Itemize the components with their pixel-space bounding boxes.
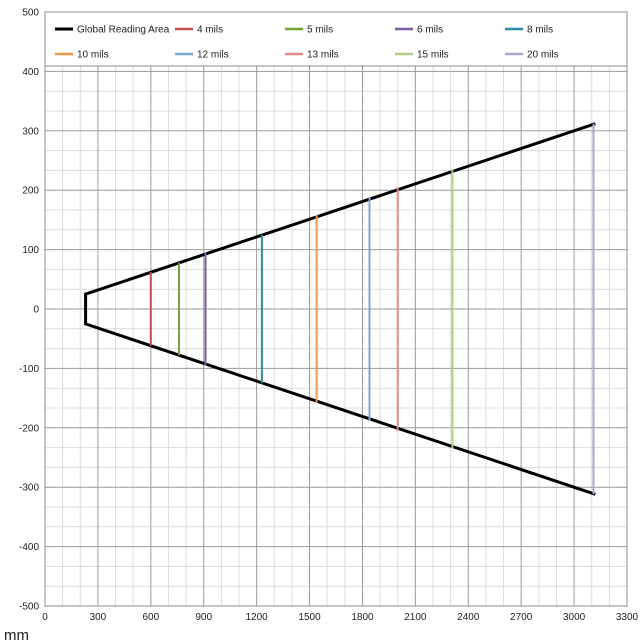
legend-label-13-mils: 13 mils [307, 50, 339, 61]
y-tick-label: 100 [22, 245, 39, 256]
legend-label-15-mils: 15 mils [417, 50, 449, 61]
legend-label-20-mils: 20 mils [527, 50, 559, 61]
y-axis-tick-labels: 500 400 300 200 100 0 -100 -200 -300 -400 -500 [19, 8, 39, 613]
legend-label-12-mils: 12 mils [197, 50, 229, 61]
y-tick-label: -100 [19, 364, 39, 375]
y-tick-label: 0 [33, 305, 39, 316]
y-tick-label: -200 [19, 423, 39, 434]
legend: Global Reading Area 4 mils 5 mils 6 mils 8 m… [44, 11, 628, 67]
series-global-reading-area [84, 122, 596, 496]
x-tick-label: 1800 [351, 612, 374, 623]
legend-label-4-mils: 4 mils [197, 25, 223, 36]
x-tick-label: 2100 [404, 612, 427, 623]
y-tick-label: 400 [22, 67, 39, 78]
y-tick-label: 300 [22, 126, 39, 137]
x-tick-label: 2700 [510, 612, 533, 623]
y-tick-label: 200 [22, 186, 39, 197]
y-tick-label: -300 [19, 483, 39, 494]
legend-label-8-mils: 8 mils [527, 25, 553, 36]
y-tick-label: 500 [22, 8, 39, 19]
x-tick-label: 600 [142, 612, 159, 623]
x-tick-label: 300 [90, 612, 107, 623]
x-axis-unit-label: mm [4, 627, 29, 644]
x-axis-tick-labels: 0 300 600 900 1200 1500 1800 2100 2400 2700 3000 33… [42, 612, 638, 623]
x-tick-label: 2400 [457, 612, 480, 623]
legend-box [44, 11, 628, 67]
y-tick-label: -500 [19, 602, 39, 613]
x-tick-label: 3300 [616, 612, 639, 623]
x-tick-label: 1500 [298, 612, 321, 623]
legend-label-global-reading-area: Global Reading Area [77, 25, 170, 36]
x-tick-label: 1200 [246, 612, 269, 623]
y-tick-label: -400 [19, 542, 39, 553]
x-tick-label: 3000 [563, 612, 586, 623]
legend-label-6-mils: 6 mils [417, 25, 443, 36]
x-tick-label: 900 [195, 612, 212, 623]
series-layer [84, 122, 596, 496]
x-tick-label: 0 [42, 612, 48, 623]
legend-label-10-mils: 10 mils [77, 50, 109, 61]
legend-label-5-mils: 5 mils [307, 25, 333, 36]
